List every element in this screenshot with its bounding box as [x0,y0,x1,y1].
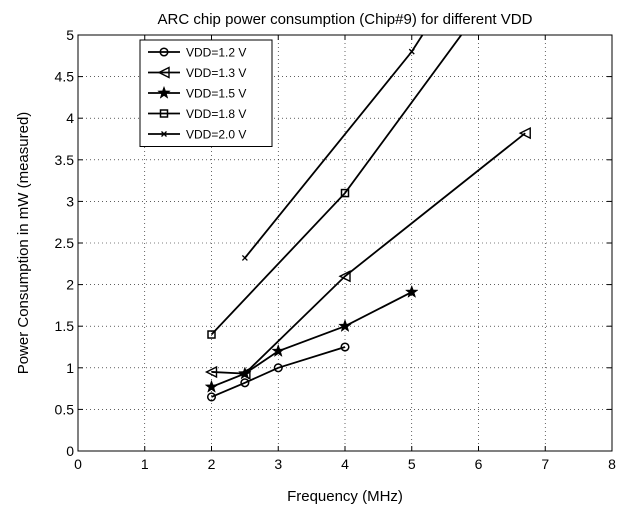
legend-marker [157,66,170,79]
data-point [237,366,252,380]
data-point [204,379,219,393]
x-tick-label: 4 [341,456,349,472]
y-tick-label: 1 [66,360,74,376]
y-tick-label: 2.5 [55,235,75,251]
series-2 [204,127,531,380]
chart-title: ARC chip power consumption (Chip#9) for … [158,11,533,28]
legend: VDD=1.2 V VDD=1.3 V VDD=1.5 V VDD=1.8 V VDD=… [139,39,273,147]
x-axis-title: Frequency (MHz) [287,488,403,505]
y-tick-label: 2 [66,277,74,293]
data-point [338,270,351,283]
y-tick-label: 4 [66,110,74,126]
legend-marker [159,109,169,118]
data-point [240,378,250,388]
x-tick-label: 7 [541,456,549,472]
y-tick-label: 3.5 [55,152,75,168]
series-3 [204,284,419,393]
grid [78,35,612,451]
y-tick-label: 3 [66,193,74,209]
legend-item: VDD=1.2 V [148,46,246,60]
x-tick-label: 2 [208,456,216,472]
y-tick-label: 4.5 [55,69,75,85]
data-point [340,188,350,198]
series-4 [207,35,463,339]
data-point [271,343,286,358]
legend-item: VDD=1.5 V [148,85,246,101]
data-point [338,318,352,333]
series-5 [241,35,424,261]
series-line [210,35,463,336]
series-line [211,346,346,398]
legend-label: VDD=1.8 V [186,107,246,121]
data-point [207,330,216,339]
legend-label: VDD=1.3 V [186,66,246,80]
data-point [408,48,415,55]
y-tick-label: 0.5 [55,401,75,417]
x-tick-label: 0 [74,456,82,472]
series-line [211,132,526,375]
data-point [340,342,350,352]
x-tick-label: 6 [475,456,483,472]
data-point [204,365,218,379]
x-tick-label: 5 [408,456,416,472]
legend-marker [161,131,167,137]
series-1 [206,342,350,402]
ticks: 0 1 2 3 4 5 6 7 8 0 0.5 1 1.5 2 2.5 3 3.5 4 4.5 5 [55,27,617,472]
series-layer [204,35,531,402]
x-tick-label: 8 [608,456,616,472]
y-tick-label: 5 [66,27,74,43]
x-tick-label: 3 [274,456,282,472]
data-point [241,255,248,261]
legend-label: VDD=2.0 V [186,128,246,142]
data-point [404,284,419,298]
legend-item: VDD=1.3 V [148,66,246,80]
data-point [273,363,283,373]
x-tick-label: 1 [141,456,149,472]
y-tick-label: 1.5 [55,318,75,334]
data-point [206,392,217,402]
legend-marker [159,47,169,57]
legend-label: VDD=1.2 V [186,46,246,60]
series-line [244,35,424,259]
legend-item: VDD=2.0 V [148,128,246,142]
y-axis-title: Power Consumption in mW (measured) [15,112,32,375]
data-point [518,127,531,140]
legend-label: VDD=1.5 V [186,87,246,101]
y-tick-label: 0 [66,443,74,459]
legend-item: VDD=1.8 V [148,107,246,121]
legend-marker [157,85,171,99]
